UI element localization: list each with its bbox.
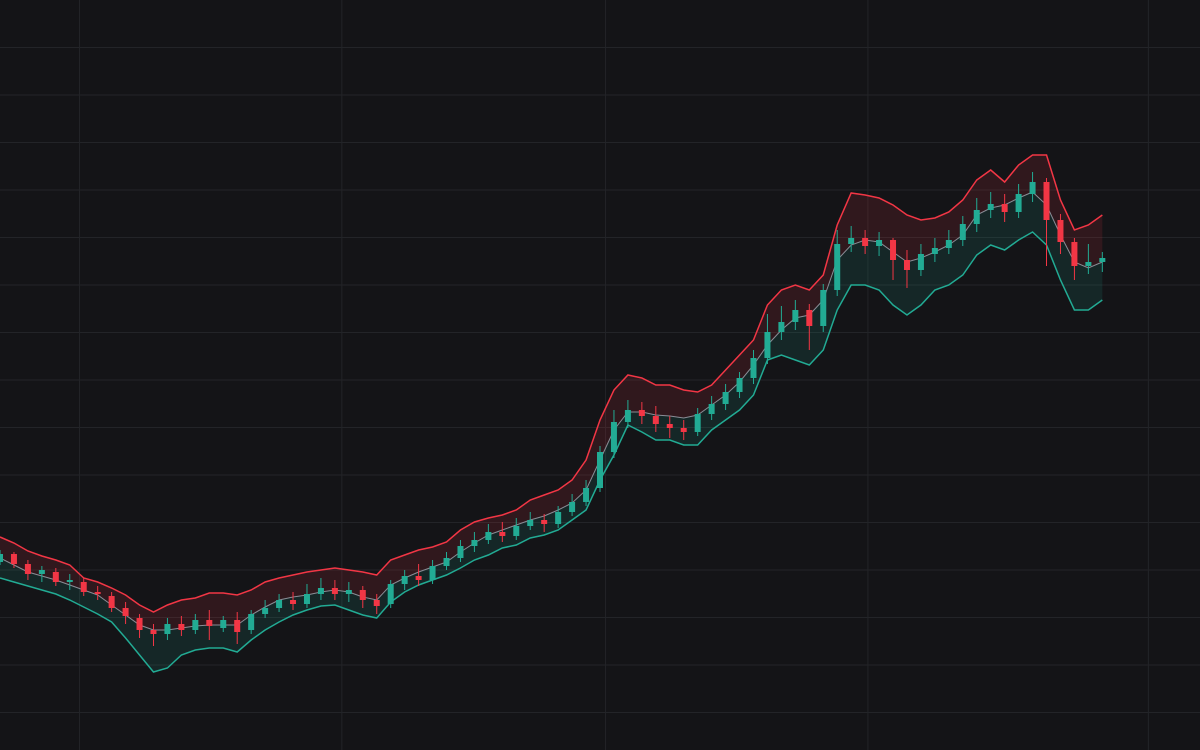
candle-body <box>359 590 366 600</box>
candle-body <box>10 554 17 564</box>
candle-body <box>848 238 855 244</box>
candle-body <box>485 532 492 540</box>
candle-body <box>1015 194 1022 212</box>
candle-body <box>764 332 771 358</box>
candle-body <box>290 600 297 604</box>
candle-body <box>345 590 352 594</box>
candle-body <box>1043 182 1050 220</box>
candle-body <box>0 554 3 562</box>
candle-body <box>122 608 129 616</box>
candle-body <box>387 584 394 604</box>
candle-body <box>136 618 143 630</box>
candle-body <box>931 248 938 254</box>
candle-body <box>708 404 715 414</box>
candle-body <box>806 310 813 326</box>
candle-body <box>206 620 213 626</box>
candle-body <box>248 614 255 630</box>
candle-body <box>624 410 631 422</box>
candle-body <box>680 428 687 432</box>
candle-body <box>429 566 436 580</box>
candle-body <box>234 620 241 632</box>
candle-body <box>555 512 562 524</box>
candle-body <box>610 422 617 452</box>
candle-body <box>652 416 659 424</box>
candle-body <box>1057 220 1064 242</box>
candle-body <box>443 558 450 566</box>
candle-body <box>862 238 869 246</box>
candle-body <box>331 588 338 594</box>
candle-body <box>276 600 283 608</box>
candle-body <box>1085 262 1092 266</box>
candle-body <box>541 520 548 524</box>
candle-body <box>1071 242 1078 266</box>
candle-body <box>38 570 45 574</box>
candle-body <box>94 592 101 594</box>
candle-body <box>24 564 31 574</box>
upper-band-fill <box>0 155 1103 630</box>
candle-body <box>303 594 310 604</box>
candle-body <box>527 520 534 526</box>
candle-body <box>583 488 590 502</box>
candle-body <box>820 290 827 326</box>
candle-body <box>945 240 952 248</box>
candle-body <box>890 240 897 260</box>
candle-body <box>317 588 324 594</box>
candle-body <box>792 310 799 322</box>
lower-band-fill <box>0 192 1103 672</box>
candle-body <box>66 580 73 582</box>
candle-body <box>959 224 966 240</box>
candle-body <box>973 210 980 224</box>
candle-body <box>220 620 227 628</box>
candle-body <box>987 204 994 210</box>
candle-body <box>1029 182 1036 194</box>
candle-body <box>569 502 576 512</box>
candle-body <box>373 600 380 606</box>
candle-body <box>638 410 645 416</box>
candle-body <box>750 358 757 378</box>
candle-body <box>1099 258 1106 262</box>
candle-body <box>192 620 199 630</box>
candle-body <box>597 452 603 488</box>
candle-body <box>834 244 841 290</box>
candle-body <box>722 392 729 404</box>
candle-body <box>80 582 87 592</box>
candle-body <box>903 260 910 270</box>
candle-body <box>694 414 701 432</box>
candle-body <box>666 424 673 428</box>
candle-body <box>262 608 269 614</box>
candle-body <box>164 624 171 634</box>
candle-body <box>1001 204 1008 212</box>
candle-body <box>499 532 506 536</box>
candle-body <box>52 572 59 582</box>
candle-body <box>178 624 185 630</box>
candle-body <box>471 540 478 546</box>
lower-band-line <box>0 231 1103 673</box>
candle-body <box>876 240 883 246</box>
candle-body <box>736 378 743 392</box>
candle-body <box>778 322 785 332</box>
upper-band-line <box>0 154 1103 613</box>
candle-body <box>457 546 464 558</box>
candle-body <box>513 526 520 536</box>
candle-body <box>917 254 924 270</box>
candle-body <box>150 630 157 634</box>
candle-body <box>108 596 115 608</box>
candle-body <box>415 576 422 580</box>
candle-body <box>401 576 408 584</box>
